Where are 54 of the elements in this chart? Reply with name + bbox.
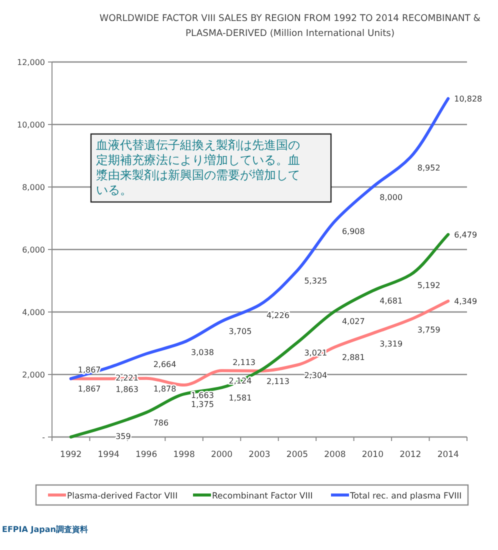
data-label: 2,113 — [266, 376, 290, 386]
x-tick-label: 2012 — [400, 450, 422, 460]
x-tick-label: 2008 — [324, 450, 346, 460]
line-series — [69, 300, 450, 387]
annotation: 血液代替遺伝子組換え製剤は先進国の定期補充療法により増加している。血漿由来製剤は新興国の需要が増加している。 — [96, 138, 300, 197]
data-label: 5,192 — [417, 280, 440, 290]
legend-label: Recombinant Factor VIII — [212, 492, 313, 502]
data-label: 3,759 — [417, 326, 440, 335]
legend-label: Total rec. and plasma FVIII — [349, 492, 462, 502]
data-label: 1,581 — [228, 394, 252, 403]
data-label: 4,681 — [380, 296, 403, 306]
y-tick-label: 4,000 — [22, 308, 45, 317]
data-label: 1,867 — [78, 366, 101, 375]
data-label: 1,663 — [191, 391, 214, 400]
x-tick-label: 2014 — [437, 450, 459, 460]
y-tick-label: 6,000 — [22, 246, 45, 254]
text: EFPIA Japan調査資料 — [2, 525, 88, 534]
y-tick-label: 2,000 — [22, 370, 45, 380]
x-tick-label: 1992 — [60, 450, 82, 460]
y-tick-label: - — [42, 433, 46, 442]
data-label: 2,881 — [342, 352, 365, 362]
data-label: 3,038 — [191, 348, 214, 358]
data-label: 6,479 — [454, 230, 478, 240]
x-tick-label: 2003 — [248, 450, 270, 460]
data-label: 1,863 — [116, 384, 138, 394]
y-tick-label: 10,000 — [17, 120, 45, 130]
data-label: 6,908 — [342, 227, 365, 236]
data-label: 8,952 — [417, 163, 440, 172]
x-tick-label: 2010 — [362, 450, 384, 460]
data-label: 359 — [116, 432, 131, 441]
data-label: 2,664 — [153, 360, 176, 369]
data-label: 1,867 — [78, 384, 101, 394]
line-series — [69, 233, 450, 438]
data-label: 8,000 — [380, 193, 403, 202]
x-tick-label: 1998 — [173, 450, 195, 460]
chart-title: WORLDWIDE FACTOR VIII SALES BY REGION FROM 1992 TO 2014 RECOMBINANT & PLASMA-DERIVED (Million International Units) — [100, 13, 480, 39]
y-tick-label: 8,000 — [22, 183, 45, 192]
y-tick-label: 12,000 — [17, 58, 45, 67]
x-tick-label: 2000 — [210, 450, 233, 460]
x-tick-label: 1996 — [136, 450, 158, 460]
data-label: 1,375 — [191, 400, 214, 410]
data-label: 3,319 — [380, 339, 403, 348]
x-tick-label: 2005 — [286, 450, 308, 460]
data-label: 10,828 — [454, 94, 482, 104]
data-label: 3,705 — [228, 327, 252, 336]
data-label: 4,349 — [454, 297, 478, 306]
data-label: 1,878 — [153, 384, 176, 394]
legend-label: Plasma-derived Factor VIII — [67, 492, 178, 502]
x-tick-label: 1994 — [98, 450, 120, 460]
data-label: 786 — [153, 418, 169, 428]
data-label: 2,113 — [232, 358, 256, 367]
data-label: 5,325 — [304, 276, 328, 286]
data-label: 4,027 — [342, 317, 365, 326]
data-label: 4,226 — [266, 310, 290, 320]
